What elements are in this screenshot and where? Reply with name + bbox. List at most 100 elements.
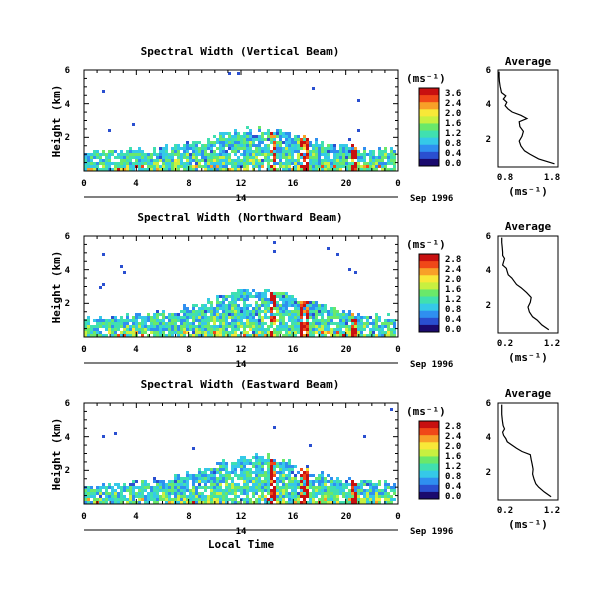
heatmap-cell	[336, 498, 339, 501]
heatmap-cell	[120, 486, 123, 489]
heatmap-cell	[216, 168, 219, 171]
heatmap-cell	[174, 495, 177, 498]
heatmap-cell	[327, 310, 330, 313]
heatmap-cell	[252, 331, 255, 334]
heatmap-cell	[168, 492, 171, 495]
heatmap-cell	[225, 477, 228, 480]
heatmap-cell	[309, 162, 312, 165]
heatmap-cell	[264, 150, 267, 153]
heatmap-cell	[246, 331, 249, 334]
heatmap-cell	[261, 495, 264, 498]
heatmap-cell	[141, 162, 144, 165]
heatmap-cell	[162, 495, 165, 498]
heatmap-cell	[258, 483, 261, 486]
heatmap-cell	[255, 153, 258, 156]
heatmap-cell	[351, 316, 354, 319]
heatmap-cell	[228, 304, 231, 307]
heatmap-cell	[237, 144, 240, 147]
heatmap-cell	[183, 304, 186, 307]
heatmap-cell	[249, 471, 252, 474]
heatmap-cell	[321, 471, 324, 474]
heatmap-cell	[255, 471, 258, 474]
y-tick-label: 4	[65, 433, 71, 443]
heatmap-cell	[372, 150, 375, 153]
heatmap-cell	[249, 144, 252, 147]
heatmap-cell	[147, 159, 150, 162]
heatmap-cell	[393, 156, 396, 159]
heatmap-cell	[186, 313, 189, 316]
heatmap-cell	[294, 486, 297, 489]
heatmap-cell	[324, 495, 327, 498]
heatmap-cell	[216, 165, 219, 168]
heatmap-cell	[270, 292, 273, 295]
heatmap-cell	[288, 295, 291, 298]
heatmap-cell	[264, 310, 267, 313]
heatmap-cell	[390, 334, 393, 337]
heatmap-cell	[246, 144, 249, 147]
heatmap-cell	[273, 138, 276, 141]
heatmap-cell	[309, 316, 312, 319]
heatmap-cell	[153, 159, 156, 162]
heatmap-cell	[387, 498, 390, 501]
heatmap-cell	[270, 471, 273, 474]
heatmap-cell	[102, 283, 105, 286]
heatmap-cell	[111, 489, 114, 492]
heatmap-cell	[87, 498, 90, 501]
heatmap-cell	[282, 153, 285, 156]
heatmap-cell	[312, 156, 315, 159]
heatmap-cell	[327, 492, 330, 495]
heatmap-cell	[201, 334, 204, 337]
heatmap-cell	[381, 492, 384, 495]
heatmap-cell	[234, 501, 237, 504]
heatmap-cell	[339, 162, 342, 165]
colorbar-tick: 0.4	[445, 315, 462, 325]
heatmap-cell	[375, 156, 378, 159]
heatmap-cell	[351, 159, 354, 162]
heatmap-cell	[288, 459, 291, 462]
heatmap-cell	[273, 307, 276, 310]
heatmap-cell	[327, 156, 330, 159]
avg-x-label: (ms⁻¹)	[508, 518, 548, 531]
heatmap-cell	[228, 325, 231, 328]
heatmap-cell	[255, 301, 258, 304]
heatmap-cell	[177, 331, 180, 334]
heatmap-cell	[171, 331, 174, 334]
heatmap-cell	[240, 162, 243, 165]
heatmap-cell	[324, 165, 327, 168]
heatmap-cell	[315, 138, 318, 141]
heatmap-cell	[282, 304, 285, 307]
heatmap-cell	[93, 168, 96, 171]
heatmap-cell	[252, 307, 255, 310]
heatmap-cell	[288, 304, 291, 307]
heatmap-cell	[360, 489, 363, 492]
heatmap-cell	[282, 495, 285, 498]
heatmap-cell	[288, 301, 291, 304]
colorbar-swatch	[419, 477, 439, 486]
heatmap-cell	[114, 498, 117, 501]
heatmap-cell	[315, 159, 318, 162]
heatmap-cell	[273, 313, 276, 316]
heatmap-cell	[126, 319, 129, 322]
heatmap-cell	[231, 304, 234, 307]
heatmap-cell	[294, 159, 297, 162]
heatmap-cell	[273, 492, 276, 495]
heatmap-cell	[93, 328, 96, 331]
heatmap-cell	[219, 135, 222, 138]
heatmap-cell	[339, 328, 342, 331]
heatmap-cell	[273, 141, 276, 144]
heatmap-cell	[366, 334, 369, 337]
heatmap-cell	[267, 328, 270, 331]
heatmap-cell	[354, 316, 357, 319]
heatmap-cell	[153, 319, 156, 322]
heatmap-cell	[129, 162, 132, 165]
heatmap-cell	[300, 322, 303, 325]
heatmap-cell	[168, 334, 171, 337]
average-profile	[501, 237, 550, 331]
heatmap-cell	[156, 486, 159, 489]
heatmap-cell	[96, 486, 99, 489]
heatmap-cell	[195, 313, 198, 316]
heatmap-cell	[273, 159, 276, 162]
heatmap-cell	[327, 319, 330, 322]
heatmap-cell	[222, 495, 225, 498]
heatmap-cell	[186, 147, 189, 150]
